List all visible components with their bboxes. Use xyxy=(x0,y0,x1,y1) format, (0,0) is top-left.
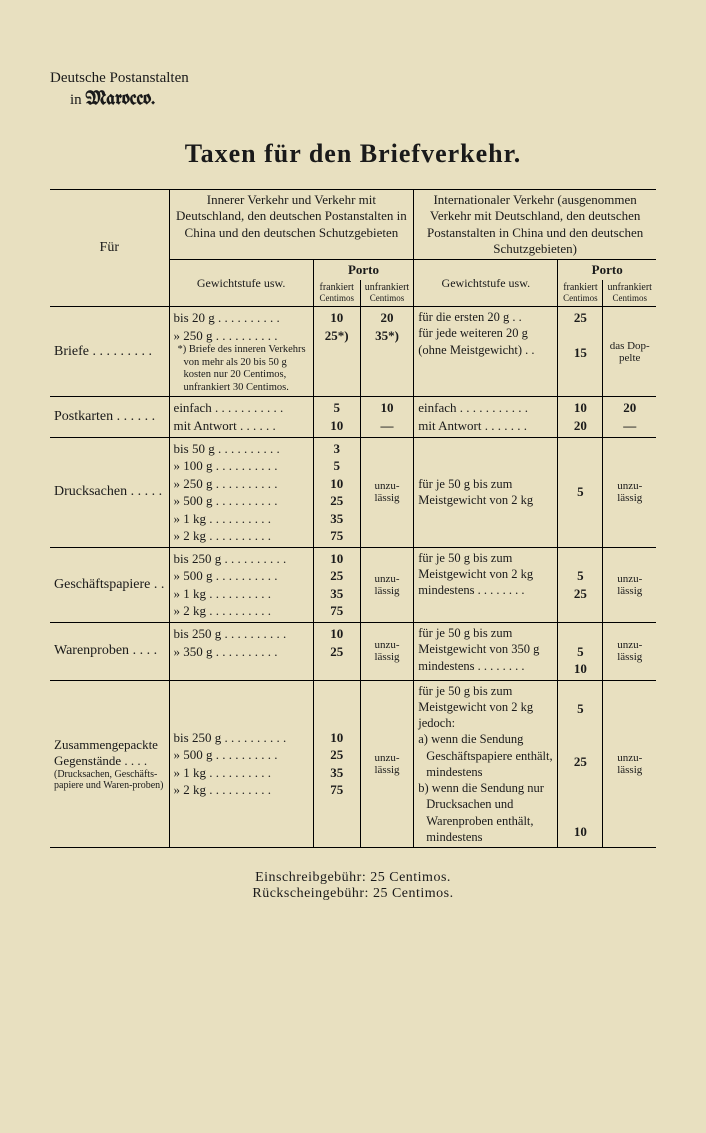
row-warenproben-wts: bis 250 g . . . . . . . . . . » 350 g . … xyxy=(169,623,313,681)
footer: Einschreibgebühr: 25 Centimos. Rückschei… xyxy=(50,870,656,902)
header-in: in xyxy=(70,92,82,108)
row-warenproben-label: Warenproben . . . . xyxy=(50,623,169,681)
col-gewicht-1: Gewichtstufe usw. xyxy=(169,260,313,307)
row-briefe-pu: 2035*) xyxy=(360,307,414,397)
row-postkarten-intl-pu: 20— xyxy=(603,397,656,437)
col-porto-1: Porto xyxy=(313,260,414,281)
footer-rueckschein: Rückscheingebühr: 25 Centimos. xyxy=(50,886,656,902)
row-zusammen-intl-pf: 5 25 10 xyxy=(558,680,603,848)
row-zusammen-intl: für je 50 g bis zum Meistgewicht von 2 k… xyxy=(414,680,558,848)
row-geschaefts-intl-pu: unzu-lässig xyxy=(603,547,656,622)
col-gewicht-2: Gewichtstufe usw. xyxy=(414,260,558,307)
row-zusammen-pu: unzu-lässig xyxy=(360,680,414,848)
row-briefe-wts: bis 20 g . . . . . . . . . . » 250 g . .… xyxy=(169,307,313,397)
col-frankiert-2: frankiertCentimos xyxy=(558,280,603,307)
footer-einschreib: Einschreibgebühr: 25 Centimos. xyxy=(50,870,656,886)
col-unfrankiert-1: unfrankiertCentimos xyxy=(360,280,414,307)
header-org: Deutsche Postanstalten xyxy=(50,70,656,87)
header-marocco: Marocco. xyxy=(85,89,155,109)
col-unfrankiert-2: unfrankiertCentimos xyxy=(603,280,656,307)
row-briefe-intl-pu: das Dop-pelte xyxy=(603,307,656,397)
row-postkarten-pf: 510 xyxy=(313,397,360,437)
row-drucksachen-intl: für je 50 g bis zum Meistgewicht von 2 k… xyxy=(414,437,558,547)
row-briefe-pf: 1025*) xyxy=(313,307,360,397)
row-warenproben-intl: für je 50 g bis zum Meistgewicht von 350… xyxy=(414,623,558,681)
header-location: in Marocco. xyxy=(70,89,656,109)
row-warenproben-pf: 1025 xyxy=(313,623,360,681)
row-briefe-intl: für die ersten 20 g . . für jede weitere… xyxy=(414,307,558,397)
row-geschaefts-label: Geschäftspapiere . . xyxy=(50,547,169,622)
row-postkarten-pu: 10— xyxy=(360,397,414,437)
row-drucksachen-label: Drucksachen . . . . . xyxy=(50,437,169,547)
row-drucksachen-pu: unzu-lässig xyxy=(360,437,414,547)
row-zusammen-intl-pu: unzu-lässig xyxy=(603,680,656,848)
row-warenproben-intl-pu: unzu-lässig xyxy=(603,623,656,681)
row-postkarten-label: Postkarten . . . . . . xyxy=(50,397,169,437)
row-drucksachen-wts: bis 50 g . . . . . . . . . . » 100 g . .… xyxy=(169,437,313,547)
row-postkarten-intl-pf: 1020 xyxy=(558,397,603,437)
row-drucksachen-intl-pu: unzu-lässig xyxy=(603,437,656,547)
row-postkarten-wts: einfach . . . . . . . . . . .mit Antwort… xyxy=(169,397,313,437)
row-drucksachen-pf: 3510253575 xyxy=(313,437,360,547)
col-porto-2: Porto xyxy=(558,260,656,281)
row-zusammen-label: Zusammengepackte Gegenstände . . . . (Dr… xyxy=(50,680,169,848)
row-zusammen-wts: bis 250 g . . . . . . . . . . » 500 g . … xyxy=(169,680,313,848)
row-warenproben-intl-pf: 510 xyxy=(558,623,603,681)
col-fuer: Für xyxy=(50,190,169,307)
col-frankiert-1: frankiertCentimos xyxy=(313,280,360,307)
row-postkarten-intl-wts: einfach . . . . . . . . . . .mit Antwort… xyxy=(414,397,558,437)
page-title: Taxen für den Briefverkehr. xyxy=(50,139,656,169)
row-geschaefts-intl-pf: 525 xyxy=(558,547,603,622)
row-geschaefts-pf: 10253575 xyxy=(313,547,360,622)
row-geschaefts-wts: bis 250 g . . . . . . . . . . » 500 g . … xyxy=(169,547,313,622)
row-geschaefts-intl: für je 50 g bis zum Meistgewicht von 2 k… xyxy=(414,547,558,622)
row-drucksachen-intl-pf: 5 xyxy=(558,437,603,547)
row-geschaefts-pu: unzu-lässig xyxy=(360,547,414,622)
tariff-table: Für Innerer Verkehr und Verkehr mit Deut… xyxy=(50,189,656,852)
row-briefe-intl-pf: 25 15 xyxy=(558,307,603,397)
col-intl-title: Internationaler Verkehr (ausgenommen Ver… xyxy=(414,190,656,260)
row-zusammen-pf: 10253575 xyxy=(313,680,360,848)
col-innerer-title: Innerer Verkehr und Verkehr mit Deutschl… xyxy=(169,190,414,260)
row-briefe-label: Briefe . . . . . . . . . xyxy=(50,307,169,397)
row-warenproben-pu: unzu-lässig xyxy=(360,623,414,681)
